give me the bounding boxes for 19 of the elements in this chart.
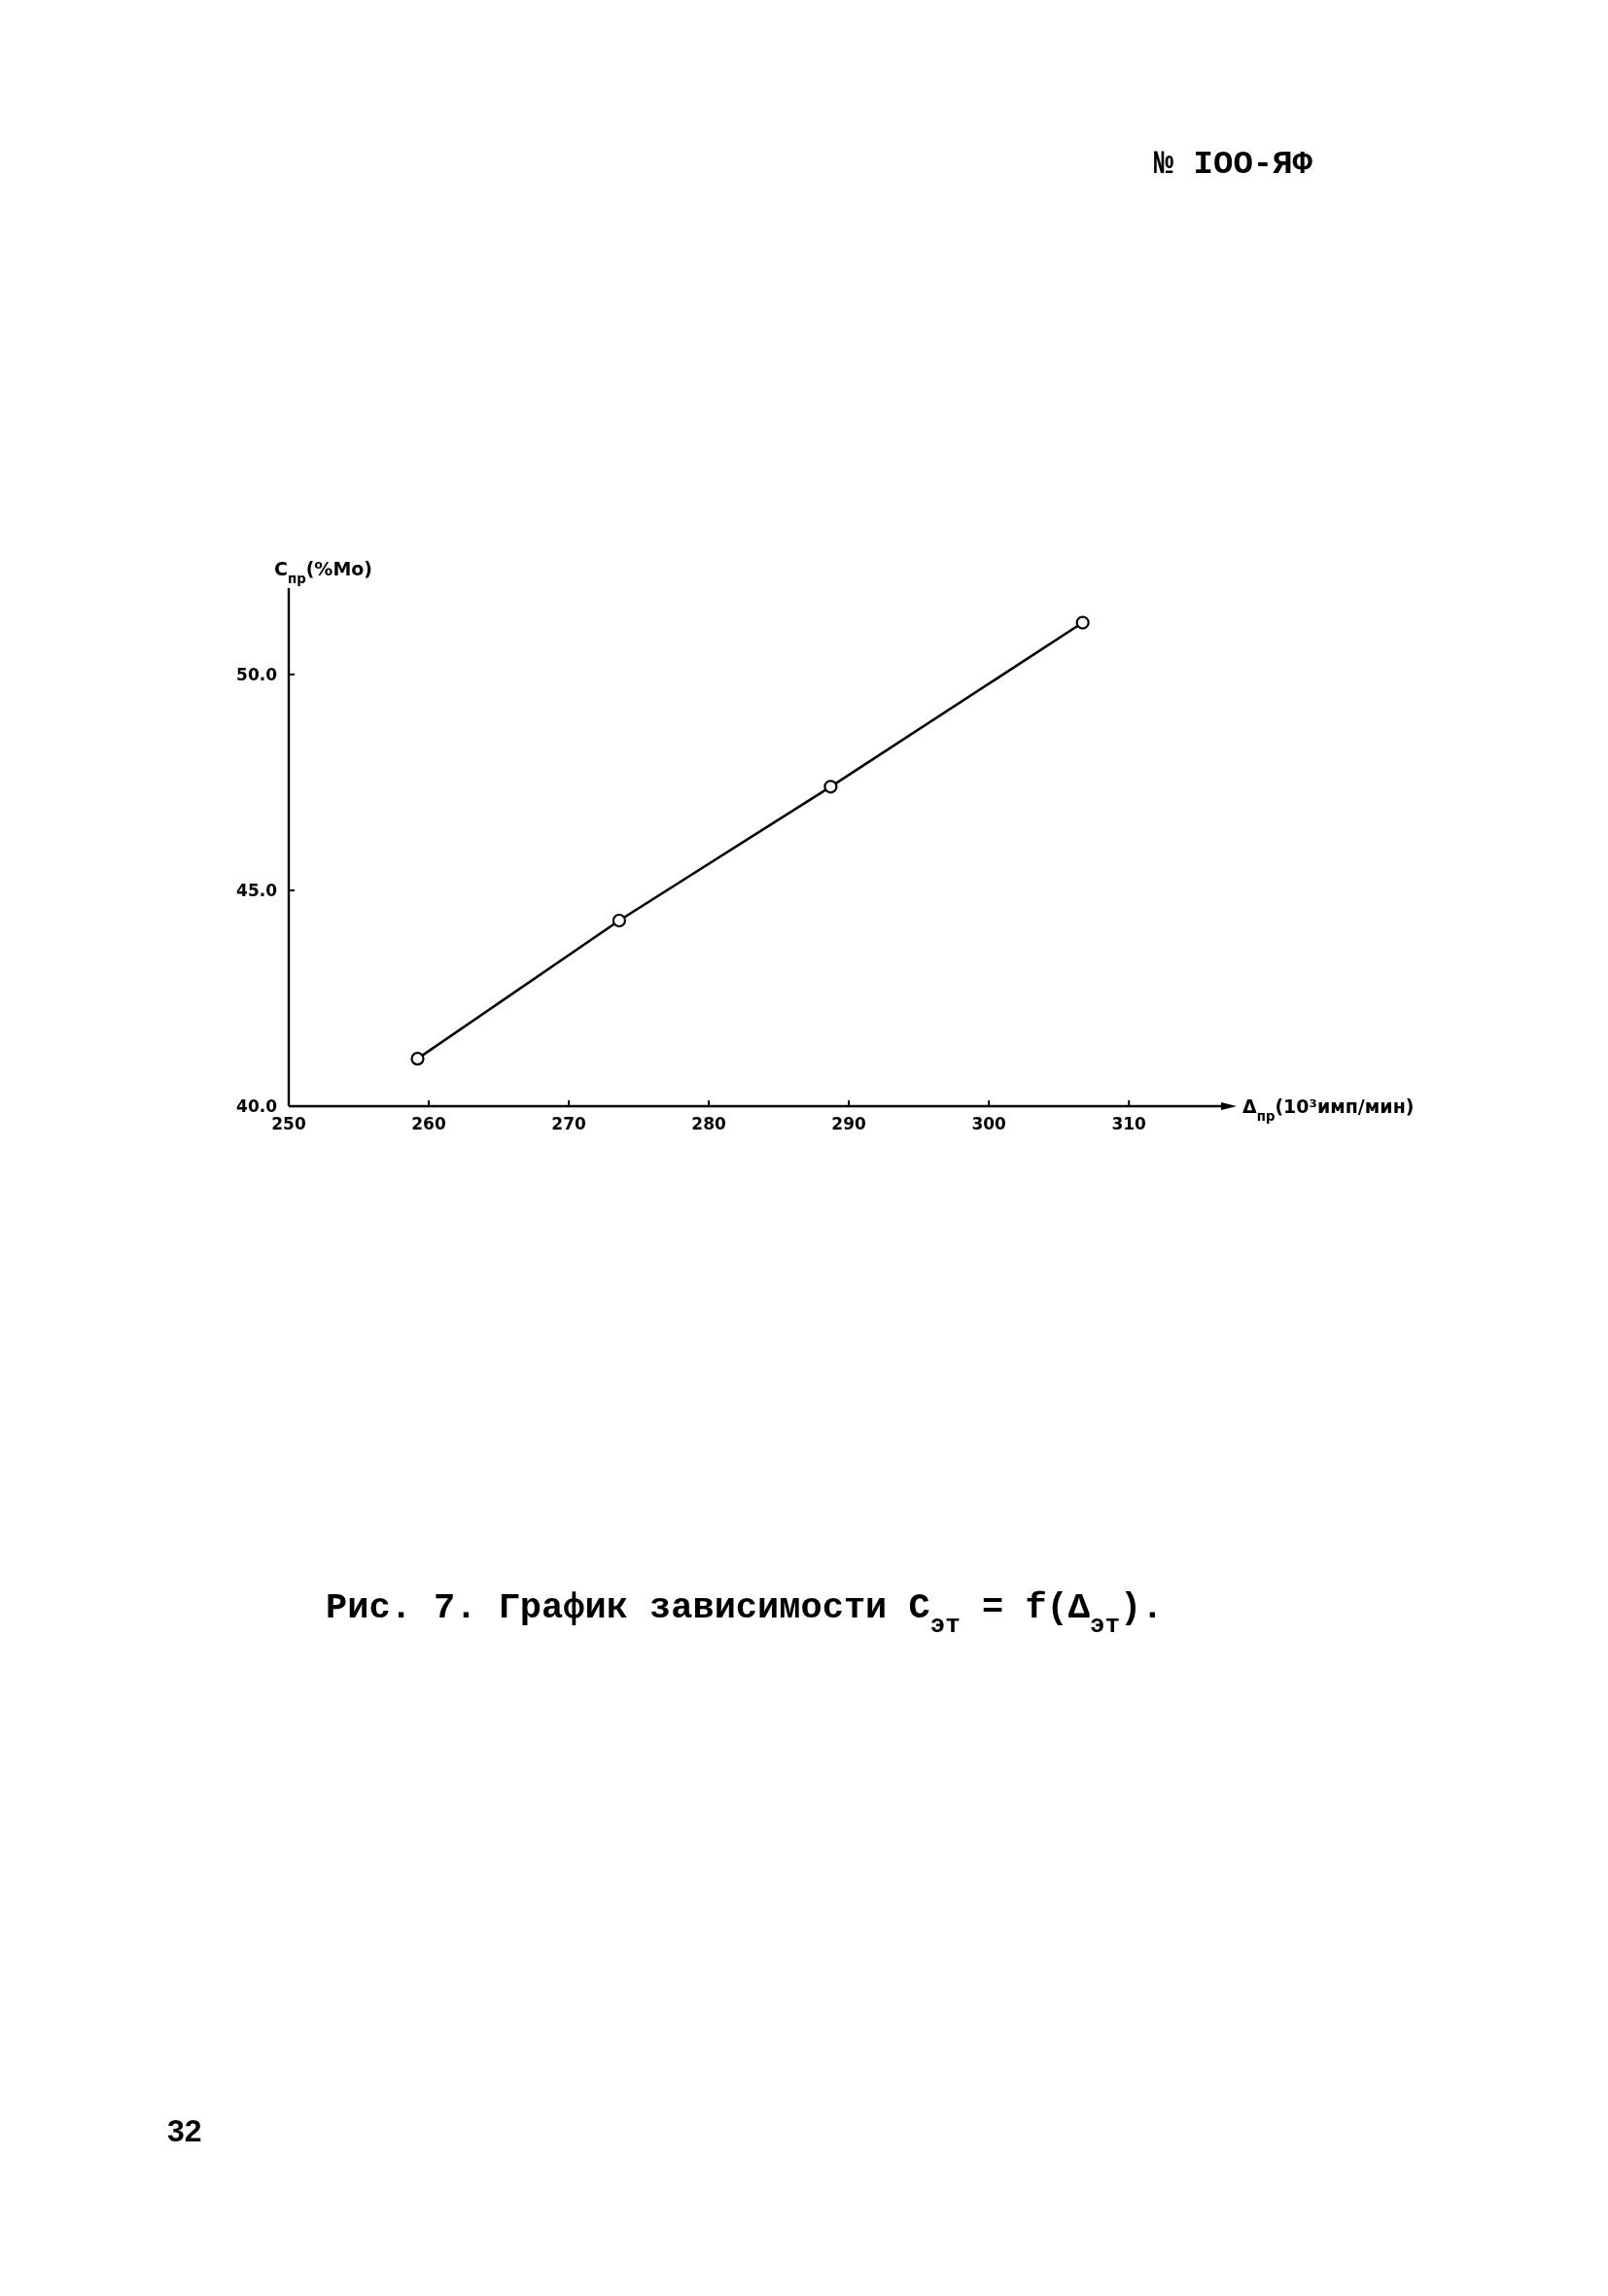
- x-tick-label: 250: [271, 1114, 306, 1133]
- point: [1075, 615, 1090, 630]
- text: № IOO-ЯФ: [1153, 146, 1313, 183]
- point: [823, 780, 838, 794]
- y-axis-title: C$_{пр}$(%Mo): [274, 558, 373, 586]
- x-tick-label: 310: [1111, 1114, 1147, 1133]
- x-tick-label: 300: [971, 1114, 1007, 1133]
- y-tick-label: 50.0: [236, 664, 278, 684]
- y-tick-label: 40.0: [236, 1096, 278, 1116]
- x-axis-title: Δ$_{пр}$(10³имп/мин): [1242, 1096, 1415, 1124]
- point: [410, 1052, 425, 1066]
- x-tick-label: 270: [551, 1114, 586, 1133]
- x-tick-label: 260: [411, 1114, 446, 1133]
- x-tick-label: 280: [691, 1114, 726, 1133]
- x-tick-label: 290: [831, 1114, 867, 1133]
- text: 32: [167, 2113, 202, 2148]
- text: Рис. 7. График зависимости C$_{эт}$ = f(Δ$_{эт}$).: [326, 1587, 1164, 1640]
- y-tick-label: 45.0: [236, 880, 278, 900]
- point: [612, 913, 627, 928]
